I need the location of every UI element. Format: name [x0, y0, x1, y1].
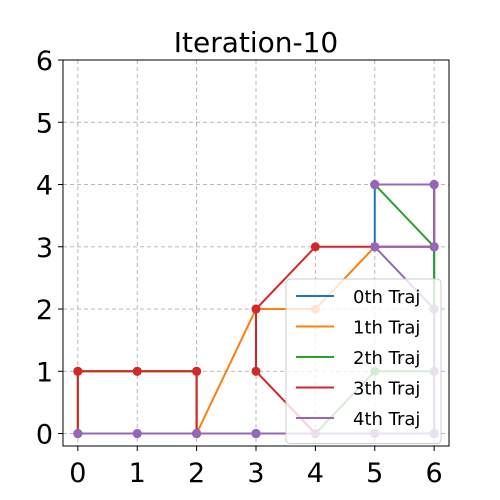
series-4-point-3 [251, 429, 261, 439]
y-tick-label-0: 0 [36, 420, 53, 451]
legend-label-0: 0th Traj [353, 287, 420, 308]
x-tick-label-6: 6 [426, 458, 443, 489]
legend-label-3: 3th Traj [353, 379, 420, 400]
series-4-point-1 [132, 429, 142, 439]
series-3-point-1 [73, 366, 83, 376]
series-4-point-10 [429, 242, 439, 252]
series-3-point-2 [132, 366, 142, 376]
y-tick-label-6: 6 [36, 46, 53, 77]
y-tick-label-2: 2 [36, 295, 53, 326]
legend-label-2: 2th Traj [353, 348, 420, 369]
y-tick-label-5: 5 [36, 108, 53, 139]
series-4-point-0 [73, 429, 83, 439]
y-axis-ticks: 0 1 2 3 4 5 6 [36, 46, 63, 451]
x-tick-label-2: 2 [188, 458, 205, 489]
y-tick-label-1: 1 [36, 357, 53, 388]
x-tick-label-0: 0 [69, 458, 86, 489]
x-tick-label-4: 4 [307, 458, 324, 489]
series-4-point-9 [370, 242, 380, 252]
x-tick-label-3: 3 [247, 458, 264, 489]
series-4-point-12 [370, 180, 380, 190]
series-3-point-12 [251, 366, 261, 376]
x-tick-label-5: 5 [366, 458, 383, 489]
series-4-point-11 [429, 180, 439, 190]
series-4-point-2 [192, 429, 202, 439]
series-3-point-3 [192, 366, 202, 376]
legend-label-1: 1th Traj [353, 318, 420, 339]
series-3-point-13 [251, 304, 261, 314]
y-tick-label-3: 3 [36, 233, 53, 264]
chart-title: Iteration-10 [174, 26, 339, 59]
legend-label-4: 4th Traj [353, 409, 420, 430]
series-3-point-14 [310, 242, 320, 252]
x-axis-ticks: 0 1 2 3 4 5 6 [69, 446, 443, 489]
legend: 0th Traj 1th Traj 2th Traj 3th Traj 4th Traj [285, 278, 442, 444]
x-tick-label-1: 1 [129, 458, 146, 489]
legend-box [285, 278, 442, 444]
y-tick-label-4: 4 [36, 171, 53, 202]
